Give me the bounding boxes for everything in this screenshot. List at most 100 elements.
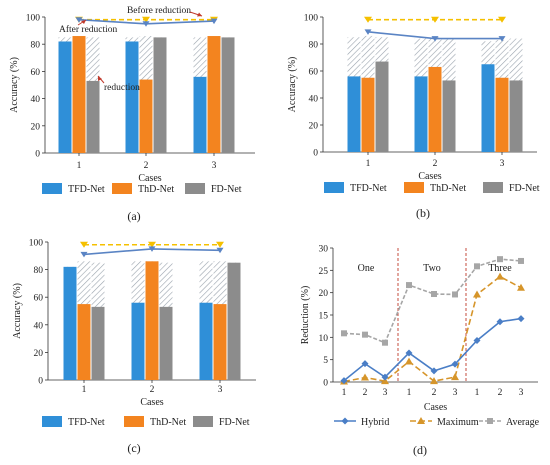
after-reduction-marker	[80, 251, 88, 258]
y-tick-label: 10	[319, 334, 329, 344]
maximum-point	[381, 377, 389, 385]
panel-a: 0 20 40 60 80 100 Accuracy (%) 1 2 3 Cases TFD-Net T…	[9, 5, 255, 223]
x-tick-label: 1	[475, 388, 480, 398]
maximum-point	[361, 373, 369, 381]
y-tick-label: 100	[29, 239, 44, 249]
y-tick-label: 20	[31, 122, 41, 132]
hybrid-point	[496, 318, 504, 326]
bar-after-reduction	[221, 37, 235, 153]
average-point	[362, 331, 368, 338]
legend-swatch	[112, 183, 132, 194]
legend-label: TFD-Net	[68, 417, 105, 428]
y-tick-label: 0	[313, 149, 318, 159]
x-axis-label: Cases	[140, 397, 163, 408]
legend-label: FD-Net	[509, 183, 540, 194]
bar-after-reduction	[495, 77, 509, 152]
y-tick-label: 20	[34, 349, 44, 359]
bar-after-reduction	[58, 41, 72, 154]
maximum-point	[496, 272, 504, 280]
legend-average-marker	[487, 418, 493, 424]
x-tick-label: 2	[433, 159, 438, 169]
x-tick-label: 3	[519, 388, 524, 398]
annotation-arrowhead	[81, 20, 86, 24]
annotation-arrowhead	[197, 12, 202, 17]
bar-after-reduction	[442, 80, 456, 152]
y-axis-label: Accuracy (%)	[287, 57, 298, 113]
bar-after-reduction	[481, 64, 495, 152]
bar-after-reduction	[86, 80, 100, 153]
hybrid-point	[451, 360, 459, 368]
bar-after-reduction	[72, 36, 86, 153]
legend-label: Maximum	[437, 417, 479, 428]
y-tick-label: 20	[309, 122, 319, 132]
y-tick-label: 0	[35, 150, 40, 160]
panel-b: 0 20 40 60 80 100 Accuracy (%) 1 2 3 Cases TFD-Net T…	[287, 14, 540, 221]
legend-label: TFD-Net	[68, 184, 105, 195]
panel-caption: (a)	[127, 209, 140, 223]
y-tick-label: 80	[34, 266, 44, 276]
annotation-reduction: reduction	[104, 83, 140, 93]
panel-caption: (b)	[416, 206, 430, 220]
hybrid-point	[517, 315, 525, 323]
x-tick-label: 3	[453, 388, 458, 398]
bar-after-reduction	[131, 302, 145, 380]
bar-after-reduction	[361, 77, 375, 152]
average-point	[518, 257, 524, 264]
after-reduction-marker	[364, 29, 372, 35]
y-tick-label: 60	[34, 294, 44, 304]
bar-after-reduction	[153, 37, 167, 153]
bar-after-reduction	[347, 76, 361, 152]
maximum-point	[405, 357, 413, 365]
y-axis-label: Accuracy (%)	[12, 283, 23, 339]
x-tick-label: 1	[77, 161, 82, 171]
after-reduction-marker	[148, 246, 156, 252]
y-tick-label: 0	[323, 379, 328, 389]
after-reduction-marker	[75, 17, 83, 23]
legend-label: Average	[506, 417, 540, 428]
x-tick-label: 2	[498, 388, 503, 398]
x-tick-label: 1	[366, 159, 371, 169]
bar-after-reduction	[227, 262, 241, 380]
bar-after-reduction	[193, 76, 207, 153]
legend-swatch	[124, 416, 144, 427]
before-reduction-marker	[142, 16, 150, 23]
bar-after-reduction	[375, 61, 389, 152]
y-tick-label: 40	[31, 95, 41, 105]
panel-caption: (c)	[127, 441, 140, 455]
y-tick-label: 40	[34, 321, 44, 331]
y-axis-label: Reduction (%)	[300, 286, 311, 345]
group-label: One	[358, 263, 375, 274]
x-tick-label: 3	[212, 161, 217, 171]
x-tick-label: 3	[383, 388, 388, 398]
legend-label: Hybrid	[361, 417, 389, 428]
bar-after-reduction	[428, 66, 442, 152]
before-reduction-marker	[431, 16, 439, 23]
maximum-point	[451, 373, 459, 381]
legend-swatch	[42, 416, 62, 427]
y-tick-label: 80	[309, 41, 319, 51]
legend-maximum-marker	[417, 417, 425, 424]
average-point	[406, 282, 412, 289]
after-reduction-marker	[431, 36, 439, 42]
bar-after-reduction	[91, 306, 105, 380]
y-tick-label: 40	[309, 95, 319, 105]
bar-after-reduction	[145, 261, 159, 380]
y-tick-label: 80	[31, 41, 41, 51]
y-tick-label: 60	[309, 68, 319, 78]
legend-swatch	[193, 416, 213, 427]
average-point	[497, 256, 503, 263]
annotation-arrowhead	[98, 76, 102, 81]
legend-swatch	[185, 183, 205, 194]
bar-after-reduction	[77, 304, 91, 380]
before-reduction-marker	[148, 241, 156, 248]
before-reduction-marker	[80, 241, 88, 248]
x-axis-label: Cases	[138, 173, 161, 184]
legend-swatch	[324, 182, 344, 193]
x-tick-label: 2	[432, 388, 437, 398]
bar-after-reduction	[139, 79, 153, 153]
legend-swatch	[404, 182, 424, 193]
annotation-after-reduction: After reduction	[59, 24, 118, 35]
bar-after-reduction	[509, 80, 523, 152]
bar-after-reduction	[199, 302, 213, 380]
